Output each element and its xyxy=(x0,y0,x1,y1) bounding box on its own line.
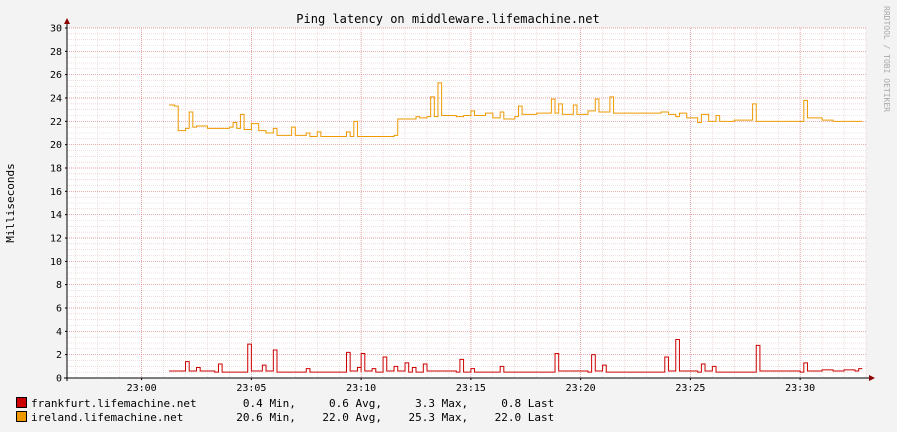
plot-background xyxy=(67,28,866,378)
legend-last: 22.0 xyxy=(468,411,522,424)
y-tick-label: 12 xyxy=(50,234,62,245)
watermark: RRDTOOL / TOBI OETIKER xyxy=(882,6,891,112)
y-tick-label: 0 xyxy=(56,374,62,385)
y-axis-arrow xyxy=(64,18,70,24)
chart-title: Ping latency on middleware.lifemachine.n… xyxy=(296,12,599,26)
x-tick-label: 23:20 xyxy=(566,383,596,394)
legend-entry-frankfurt: frankfurt.lifemachine.net 0.4 Min, 0.6 A… xyxy=(16,397,554,410)
legend-avg: 22.0 xyxy=(295,411,349,424)
x-tick-label: 23:15 xyxy=(456,383,486,394)
y-tick-label: 16 xyxy=(50,187,62,198)
x-tick-label: 23:00 xyxy=(127,383,157,394)
y-tick-label: 8 xyxy=(56,280,62,291)
legend-entry-ireland: ireland.lifemachine.net 20.6 Min, 22.0 A… xyxy=(16,411,554,424)
legend-swatch xyxy=(16,411,27,422)
legend-series-name: frankfurt.lifemachine.net xyxy=(31,397,197,410)
y-tick-label: 2 xyxy=(56,350,62,361)
series-line xyxy=(169,82,863,137)
legend-avg-label: Avg, xyxy=(355,397,383,410)
legend-swatch xyxy=(16,397,27,408)
legend-min-label: Min, xyxy=(269,411,296,424)
legend-min: 20.6 xyxy=(183,411,263,424)
x-tick-label: 23:05 xyxy=(236,383,266,394)
legend-max-label: Max, xyxy=(441,411,469,424)
legend-series-name: ireland.lifemachine.net xyxy=(31,411,184,424)
series-line xyxy=(169,339,863,373)
y-tick-label: 18 xyxy=(50,164,62,175)
y-tick-label: 14 xyxy=(50,210,62,221)
y-tick-label: 28 xyxy=(50,47,62,58)
legend-max: 25.3 xyxy=(382,411,436,424)
legend-max-label: Max, xyxy=(441,397,469,410)
legend-last: 0.8 xyxy=(468,397,522,410)
y-tick-label: 26 xyxy=(50,70,62,81)
legend-min: 0.4 xyxy=(196,397,263,410)
y-tick-label: 20 xyxy=(50,140,62,151)
y-tick-label: 4 xyxy=(56,327,62,338)
y-tick-label: 24 xyxy=(50,94,62,105)
x-axis-arrow xyxy=(869,375,875,381)
y-tick-label: 22 xyxy=(50,117,62,128)
legend-avg: 0.6 xyxy=(295,397,349,410)
legend-avg-label: Avg, xyxy=(355,411,383,424)
legend-max: 3.3 xyxy=(382,397,436,410)
legend-last-label: Last xyxy=(527,397,555,410)
x-tick-label: 23:10 xyxy=(346,383,376,394)
y-tick-label: 10 xyxy=(50,257,62,268)
legend-min-label: Min, xyxy=(269,397,296,410)
x-tick-label: 23:25 xyxy=(675,383,705,394)
y-tick-label: 30 xyxy=(50,24,62,35)
y-axis-label: Milliseconds xyxy=(4,163,17,242)
y-tick-label: 6 xyxy=(56,304,62,315)
legend-last-label: Last xyxy=(527,411,555,424)
x-tick-label: 23:30 xyxy=(785,383,815,394)
